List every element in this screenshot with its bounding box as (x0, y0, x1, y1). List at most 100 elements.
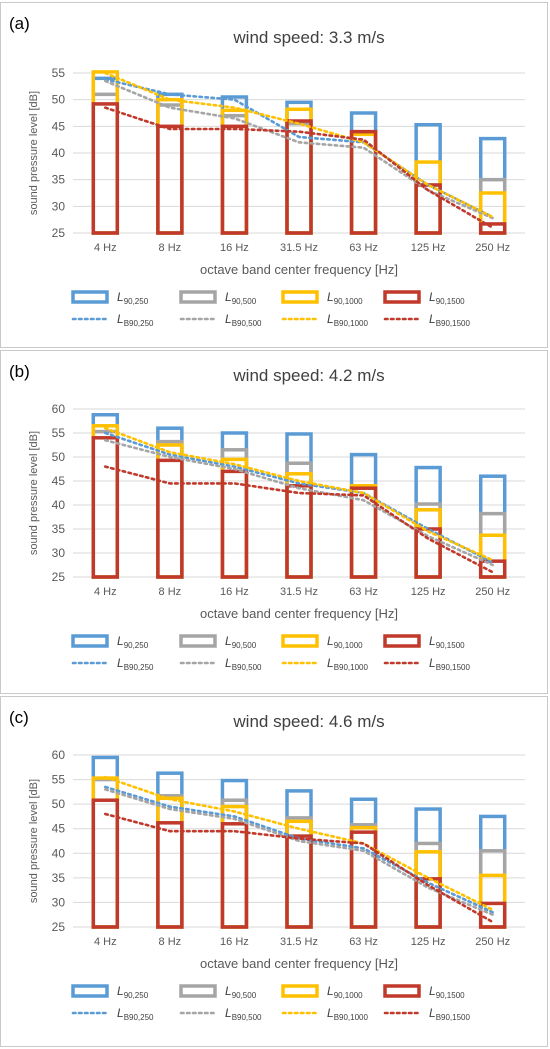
bar-series-3 (91, 798, 120, 929)
chart-title-b: wind speed: 4.2 m/s (232, 366, 384, 385)
legend-subscript: 90,250 (124, 641, 149, 650)
y-tick-label: 55 (52, 773, 66, 787)
bar-series-3 (220, 822, 249, 929)
legend-entry: LB90,500 (225, 656, 262, 672)
bar-series-3 (156, 458, 184, 579)
legend-swatch (383, 984, 421, 998)
x-tick-label: 63 Hz (349, 936, 378, 948)
legend-entry: L90,1000 (327, 634, 363, 650)
legend-symbol: L (327, 984, 334, 998)
legend-symbol: L (225, 984, 232, 998)
legend-swatch (383, 634, 421, 648)
legend-subscript: 90,500 (232, 991, 257, 1000)
line-series-7 (103, 812, 495, 924)
bar-series-1 (91, 92, 120, 235)
legend-symbol: L (225, 656, 232, 670)
legend-symbol: L (327, 290, 334, 304)
legend-entry: L90,1000 (327, 984, 363, 1000)
chart-a-canvas: (a) wind speed: 3.3 m/s 25 30 35 40 45 50 55 soun… (9, 14, 525, 328)
legend-symbol: L (225, 290, 232, 304)
bar-series-3 (349, 486, 378, 579)
legend-entry: LB90,1000 (327, 656, 368, 672)
x-tick-label: 250 Hz (475, 936, 510, 948)
legend-symbol: L (117, 634, 124, 648)
legend-subscript: B90,250 (124, 1013, 154, 1022)
x-tick-label: 31.5 Hz (280, 936, 318, 948)
bar-series-1 (414, 183, 442, 235)
bar-series-0 (349, 452, 378, 579)
legend-symbol: L (327, 1006, 334, 1020)
y-axis-label: sound pressure level [dB] (28, 431, 40, 555)
bar-series-2 (285, 107, 313, 235)
bar-series-2 (156, 443, 184, 579)
legend-entry: L90,250 (117, 984, 149, 1000)
legend-symbol: L (225, 1006, 232, 1020)
legend-subscript: 90,1000 (334, 297, 363, 306)
y-tick-label: 50 (52, 93, 66, 107)
legend-entry: LB90,500 (225, 1006, 262, 1022)
y-tick-label: 40 (52, 146, 66, 160)
y-tick-label: 55 (52, 426, 66, 440)
x-tick-label: 16 Hz (220, 242, 249, 254)
legend-entry: LB90,250 (117, 1006, 154, 1022)
legend-subscript: 90,500 (232, 641, 257, 650)
bar-series-2 (91, 424, 120, 579)
y-axis-label: sound pressure level [dB] (28, 91, 40, 215)
y-tick-label: 40 (52, 846, 66, 860)
bar-series-0 (156, 426, 184, 579)
legend-swatch (281, 984, 319, 998)
legend-subscript: 90,1000 (334, 641, 363, 650)
y-tick-label: 25 (52, 570, 66, 584)
line-series-5 (103, 438, 495, 567)
bar-series-3 (91, 102, 120, 235)
bar-series-0 (349, 797, 378, 929)
bar-series-1 (156, 794, 184, 929)
bar-series-3 (220, 469, 249, 579)
y-tick-label: 40 (52, 498, 66, 512)
x-tick-label: 63 Hz (349, 242, 378, 254)
bar-series-1 (349, 823, 378, 929)
bar-series-2 (156, 796, 184, 929)
bar-series-3 (478, 559, 507, 579)
legend-entry: L90,500 (225, 984, 257, 1000)
legend-symbol: L (117, 656, 124, 670)
y-tick-label: 35 (52, 522, 66, 536)
legend-subscript: 90,1000 (334, 991, 363, 1000)
y-tick-label: 55 (52, 66, 66, 80)
chart-c-canvas: (c) wind speed: 4.6 m/s 25 30 35 40 45 50 55 60 so… (9, 708, 525, 1022)
panel-label-c: (c) (9, 708, 29, 727)
x-tick-label: 16 Hz (220, 936, 249, 948)
legend-entry: L90,1500 (429, 634, 465, 650)
x-tick-label: 63 Hz (349, 586, 378, 598)
y-tick-label: 35 (52, 173, 66, 187)
line-series-6 (103, 775, 495, 912)
y-tick-label: 45 (52, 119, 66, 133)
line-series-4 (103, 78, 495, 219)
legend-swatch (71, 634, 109, 648)
x-tick-label: 250 Hz (475, 586, 510, 598)
x-tick-label: 250 Hz (475, 242, 510, 254)
bar-series-3 (414, 183, 442, 235)
bar-series-0 (156, 92, 184, 235)
legend-symbol: L (225, 312, 232, 326)
bar-series-3 (285, 484, 313, 579)
bar-series-1 (220, 113, 249, 235)
bar-series-3 (220, 124, 249, 235)
legend-symbol: L (429, 290, 436, 304)
legend-subscript: 90,1500 (436, 297, 465, 306)
x-tick-label: 31.5 Hz (280, 586, 318, 598)
legend-symbol: L (429, 984, 436, 998)
bar-series-2 (478, 873, 507, 929)
legend-symbol: L (117, 290, 124, 304)
legend-entry: LB90,1500 (429, 1006, 470, 1022)
legend-swatch (179, 290, 217, 304)
chart-panel-b: (b) wind speed: 4.2 m/s 25 30 35 40 45 50 55 60 so… (0, 350, 548, 694)
panel-label-a: (a) (9, 14, 30, 33)
line-series-5 (103, 788, 495, 917)
y-tick-label: 35 (52, 871, 66, 885)
x-tick-label: 4 Hz (94, 586, 117, 598)
legend-entry: L90,500 (225, 290, 257, 306)
chart-title-c: wind speed: 4.6 m/s (232, 712, 384, 731)
bar-series-3 (91, 436, 120, 579)
